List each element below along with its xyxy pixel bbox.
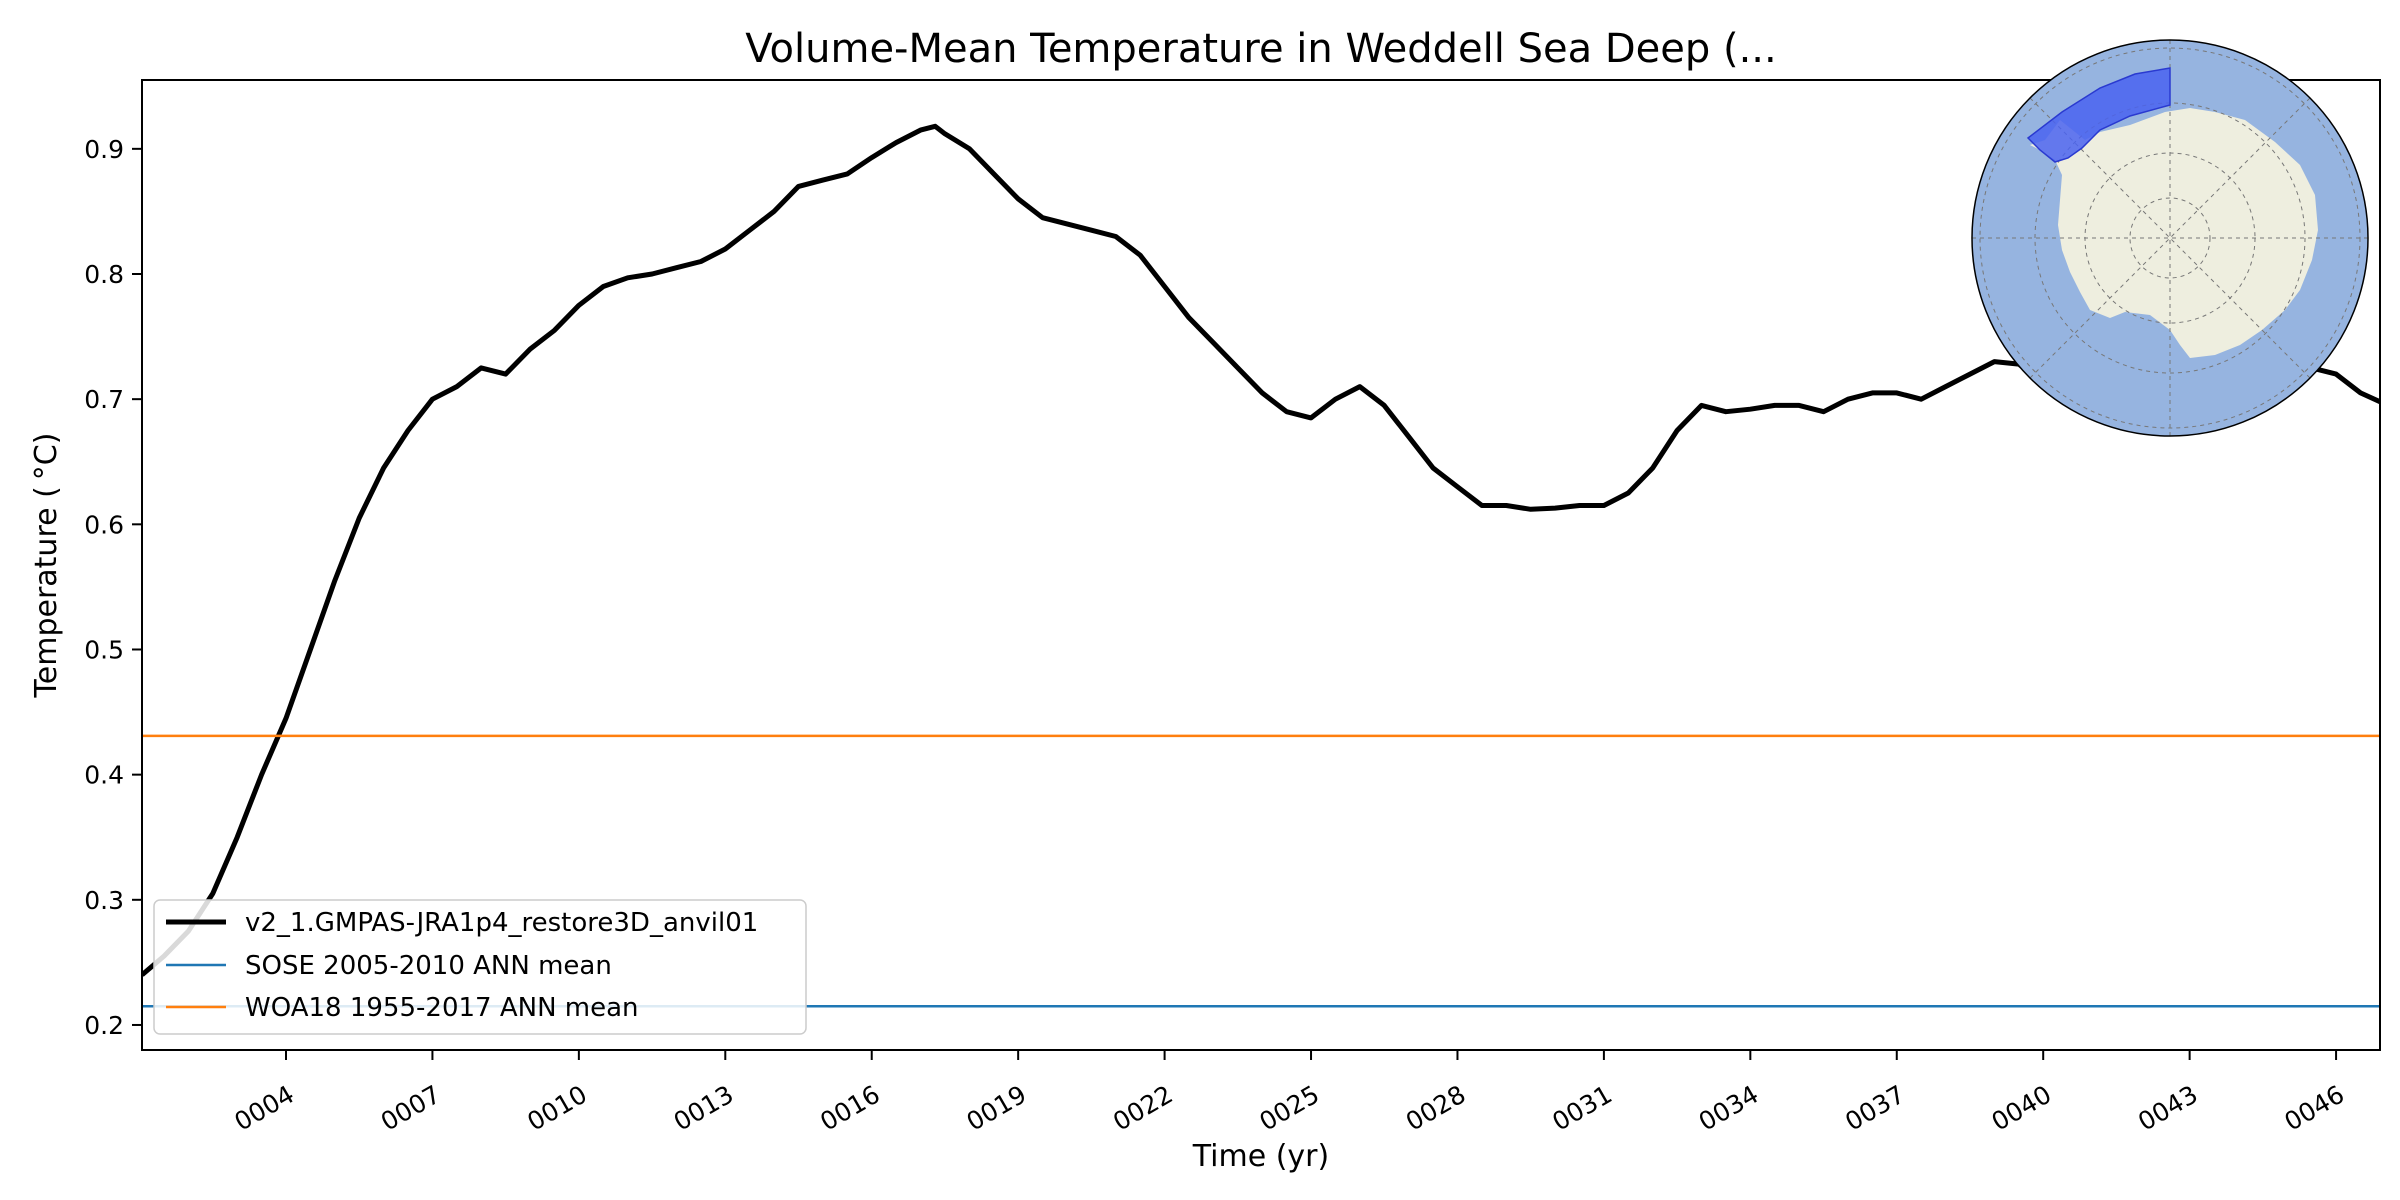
plot-frame xyxy=(141,79,2381,1051)
x-tick-label: 0037 xyxy=(1840,1080,1910,1137)
inset-map-weddell-region xyxy=(2026,67,2171,163)
x-tick-label: 0028 xyxy=(1401,1080,1471,1137)
legend: v2_1.GMPAS-JRA1p4_restore3D_anvil01 SOSE… xyxy=(153,899,807,1035)
x-axis-ticks: 0004 0007 0010 0013 0016 0019 0022 0025 0028 0031… xyxy=(229,1050,2349,1137)
y-tick-label: 0.9 xyxy=(84,135,124,164)
inset-map-border xyxy=(1971,39,2369,437)
y-axis-label: Temperature ( °C) xyxy=(29,433,64,699)
y-tick-label: 0.6 xyxy=(84,510,124,539)
x-tick-label: 0025 xyxy=(1255,1080,1325,1137)
y-tick-label: 0.7 xyxy=(84,385,124,414)
y-tick-label: 0.8 xyxy=(84,260,124,289)
chart-title: Volume-Mean Temperature in Weddell Sea D… xyxy=(745,26,1776,72)
x-tick-label: 0046 xyxy=(2280,1080,2350,1137)
y-tick-label: 0.5 xyxy=(84,635,124,664)
x-tick-label: 0019 xyxy=(962,1080,1032,1137)
legend-box xyxy=(153,899,807,1035)
legend-label-woa18: WOA18 1955-2017 ANN mean xyxy=(245,993,639,1023)
y-tick-label: 0.3 xyxy=(84,886,124,915)
x-tick-label: 0013 xyxy=(669,1080,739,1137)
series-line-model xyxy=(142,123,2380,977)
inset-map xyxy=(1971,39,2369,437)
x-tick-label: 0010 xyxy=(522,1080,592,1137)
x-axis-label: Time (yr) xyxy=(1192,1139,1329,1174)
y-axis-ticks: 0.2 0.3 0.4 0.5 0.6 0.7 0.8 0.9 xyxy=(84,135,142,1040)
x-tick-label: 0022 xyxy=(1108,1080,1178,1137)
x-tick-label: 0031 xyxy=(1547,1080,1617,1137)
x-tick-label: 0007 xyxy=(376,1080,446,1137)
x-tick-label: 0034 xyxy=(1694,1080,1764,1137)
y-tick-label: 0.4 xyxy=(84,761,124,790)
x-tick-label: 0043 xyxy=(2133,1080,2203,1137)
x-tick-label: 0016 xyxy=(815,1080,885,1137)
legend-label-sose: SOSE 2005-2010 ANN mean xyxy=(245,951,612,981)
x-tick-label: 0004 xyxy=(229,1080,299,1137)
y-tick-label: 0.2 xyxy=(84,1011,124,1040)
inset-map-antarctica xyxy=(2030,108,2318,358)
legend-label-model: v2_1.GMPAS-JRA1p4_restore3D_anvil01 xyxy=(245,908,758,938)
x-tick-label: 0040 xyxy=(1987,1080,2057,1137)
